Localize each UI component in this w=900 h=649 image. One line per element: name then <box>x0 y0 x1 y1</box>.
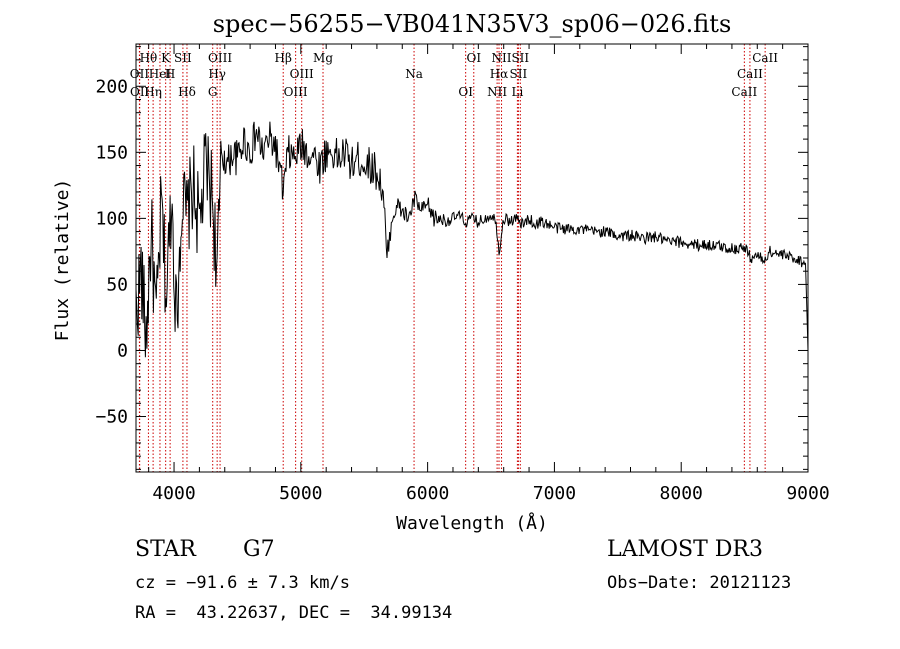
spectral-line-label: SII <box>174 51 192 65</box>
x-tick-label: 5000 <box>279 483 322 504</box>
spectral-line-label: Hγ <box>208 67 226 81</box>
spectral-line-label: OI <box>466 51 481 65</box>
y-tick-label: 100 <box>95 208 128 229</box>
spectral-line-label: Hδ <box>178 85 196 99</box>
spectral-line-label: CaII <box>737 67 763 81</box>
y-tick-label: 150 <box>95 142 128 163</box>
spectral-line-label: Na <box>405 67 423 81</box>
spectral-line-label: OI <box>458 85 473 99</box>
y-axis-label: Flux (relative) <box>52 179 73 342</box>
spectral-line-label: NII <box>492 51 512 65</box>
spectral-line-label: OIII <box>208 51 232 65</box>
spectrum-series <box>135 121 809 358</box>
spectral-line-label: G <box>208 85 218 99</box>
object-type: STAR <box>135 537 196 562</box>
y-tick-label: 0 <box>117 340 128 361</box>
spectrum-line <box>135 121 809 358</box>
survey-name: LAMOST DR3 <box>607 537 763 562</box>
observation-date: Obs−Date: 20121123 <box>607 573 792 593</box>
spectral-line-label: HeI <box>149 67 172 81</box>
axis-ticks: 4000 5000 6000 7000 8000 9000 −50 0 50 100 150 200 <box>95 44 830 504</box>
spectral-line-label: SII <box>511 51 529 65</box>
spectral-line-label: SII <box>510 67 528 81</box>
spectral-line-label: K <box>161 51 171 65</box>
spectral-line-label: CaII <box>752 51 778 65</box>
spectral-line-label: Hθ <box>140 51 158 65</box>
spectral-line-label: Hη <box>144 85 162 99</box>
x-axis-label: Wavelength (Å) <box>396 512 548 534</box>
y-tick-label: −50 <box>95 407 128 428</box>
spectral-line-label: OII <box>130 67 150 81</box>
y-tick-label: 50 <box>106 274 128 295</box>
x-tick-label: 4000 <box>152 483 195 504</box>
plot-axes <box>135 43 809 473</box>
x-tick-label: 8000 <box>660 483 703 504</box>
plot-frame <box>135 43 809 473</box>
sky-coordinates: RA = 43.22637, DEC = 34.99134 <box>135 603 453 623</box>
spectral-line-label: Hα <box>490 67 509 81</box>
spectral-line-label: Li <box>511 85 523 99</box>
redshift-velocity: cz = −91.6 ± 7.3 km/s <box>135 573 350 593</box>
chart-title: spec−56255−VB041N35V3_sp06−026.fits <box>213 10 732 38</box>
x-tick-label: 9000 <box>786 483 829 504</box>
spectral-line-label: OIII <box>290 67 314 81</box>
spectral-line-labels: Hθ OII OII K HeI Hη SII HHδ OIII Hγ G Hβ OIII OIII Mg N… <box>130 51 779 99</box>
x-tick-label: 7000 <box>533 483 576 504</box>
spectral-line-label: Hβ <box>275 51 292 65</box>
spectral-subclass: G7 <box>243 537 275 562</box>
x-tick-label: 6000 <box>406 483 449 504</box>
spectral-line-label: CaII <box>731 85 757 99</box>
spectral-line-label: Mg <box>313 51 333 65</box>
spectral-line-markers <box>138 44 766 472</box>
spectral-line-label: OIII <box>284 85 308 99</box>
spectral-line-label: OII <box>130 85 150 99</box>
spectral-line-label: NII <box>487 85 507 99</box>
spectral-line-label: H <box>165 67 175 81</box>
y-tick-label: 200 <box>95 76 128 97</box>
